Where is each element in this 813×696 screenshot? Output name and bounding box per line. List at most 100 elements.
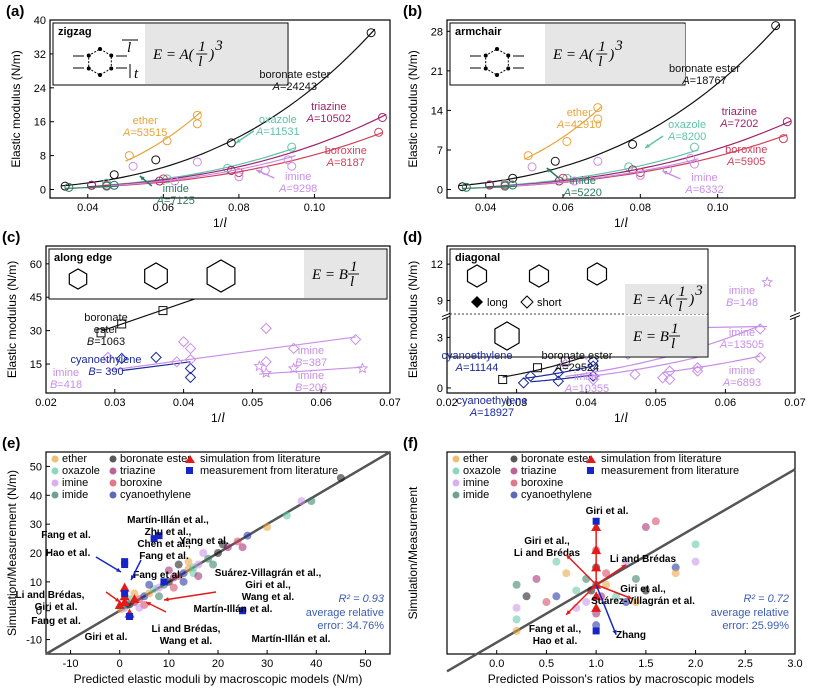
node-dot <box>86 66 91 71</box>
annotation-value: A=5220 <box>563 187 602 199</box>
annotation-label: imine <box>574 371 600 383</box>
data-point <box>771 21 781 31</box>
x-tick-label: 0.10 <box>304 202 325 214</box>
equation-exponent: 3 <box>694 283 703 299</box>
annotation-value: A=8187 <box>326 157 365 169</box>
data-point <box>761 276 774 288</box>
x-tick-label: 0.04 <box>475 202 496 214</box>
annotation-value: A=24243 <box>272 81 317 93</box>
data-point <box>523 151 533 161</box>
data-point <box>171 356 183 368</box>
data-point <box>87 180 97 190</box>
x-tick-label: 40 <box>310 658 322 670</box>
legend-marker <box>510 479 518 487</box>
x-tick-label: 0.05 <box>645 397 666 409</box>
annotation-label: ester <box>94 324 119 336</box>
legend-marker <box>109 479 117 487</box>
panel-label: (a) <box>6 3 24 20</box>
reference-label: Martín-Illán et al., <box>127 515 209 526</box>
data-point <box>522 592 531 601</box>
x-axis-label: 1/l <box>211 411 225 426</box>
reference-label: Martín-Illán et al. <box>252 634 331 645</box>
data-point <box>612 592 621 601</box>
data-point <box>179 577 188 586</box>
equation-bg <box>145 24 287 84</box>
long-legend-icon <box>471 296 483 308</box>
legend-marker <box>109 491 117 499</box>
data-point <box>593 103 603 113</box>
r2-value: R² = 0.93 <box>338 593 384 605</box>
annotation-label: imine <box>298 345 324 357</box>
y-tick-label: 21 <box>431 66 443 78</box>
annotation-value: A=6332 <box>684 184 723 196</box>
axes-(a): 0.04 0.06 0.08 0.10 0 8 16 24 32 40 1/l Elastic mod… <box>6 3 391 231</box>
x-axis-label: 1/l <box>213 216 227 231</box>
annotation-label: cyanoethylene <box>457 395 528 407</box>
error-text: average relative <box>306 607 384 619</box>
data-point <box>204 554 213 563</box>
literature-sim-point <box>591 591 602 601</box>
data-point <box>582 574 591 583</box>
fit-curve-boronate-ester <box>458 23 780 187</box>
annotation-value: A=9298 <box>278 183 317 195</box>
ref-arrow <box>565 554 597 586</box>
equation-box: E = A(1l)3 <box>545 24 685 84</box>
data-point <box>587 373 599 386</box>
axes-(f): 0.0 0.5 1.0 1.5 2.0 2.5 3.0 Predicted Poisson's… <box>403 435 803 686</box>
inset: armchair E = A(1l)3 <box>449 22 686 86</box>
y-tick-label: 12 <box>431 259 443 271</box>
legend-marker <box>586 455 596 463</box>
data-point <box>336 473 345 482</box>
reference-arrows <box>565 524 633 636</box>
literature-meas-point <box>592 627 600 635</box>
legend-label: cyanoethylene <box>521 489 592 501</box>
x-tick-label: 0.5 <box>539 658 554 670</box>
y-tick-label: -10 <box>26 635 42 647</box>
annotation-value: A=18767 <box>681 75 726 87</box>
data-point <box>184 362 197 375</box>
data-point <box>218 540 227 549</box>
annotation-label: ether <box>567 107 592 119</box>
reference-label: Giri et al., <box>524 536 570 547</box>
ref-arrow-head <box>164 597 169 602</box>
ref-arrow-head <box>566 554 571 560</box>
annotation-value: A=7202 <box>719 118 758 130</box>
annotation-label: imine <box>691 172 717 184</box>
data-point <box>158 174 168 184</box>
x-tick-label: 0.04 <box>575 397 596 409</box>
annotation-value: A=53515 <box>122 127 167 139</box>
node-dot <box>98 47 102 51</box>
reference-label: Zhu et al., <box>145 527 192 538</box>
reference-labels: Martín-Illán et al.,Zhu et al.,Chen et a… <box>16 515 331 647</box>
equation-text: E = B <box>632 329 669 345</box>
reference-label: Giri et al. <box>586 506 629 517</box>
ref-arrow <box>95 556 122 573</box>
y-tick-label: 0 <box>40 185 46 197</box>
reference-label: Giri et al. <box>35 602 78 613</box>
panel-label: (e) <box>2 435 20 452</box>
legend-marker <box>51 467 59 475</box>
legend-marker <box>51 491 59 499</box>
data-point <box>366 28 376 38</box>
data-point <box>512 626 521 635</box>
equation-close: ) <box>608 47 614 63</box>
x-tick-label: 2.5 <box>738 658 753 670</box>
data-point <box>287 142 297 152</box>
legend-label: simulation from literature <box>601 453 721 465</box>
data-point <box>102 351 114 364</box>
legend-long-label: long <box>487 297 508 309</box>
data-point <box>117 319 127 329</box>
data-point <box>260 356 272 368</box>
fit-curve-oxazole <box>501 149 699 187</box>
annotation-label: imine <box>298 370 324 382</box>
x-tick-label: 1.0 <box>588 658 603 670</box>
y-tick-label: 8 <box>40 151 46 163</box>
